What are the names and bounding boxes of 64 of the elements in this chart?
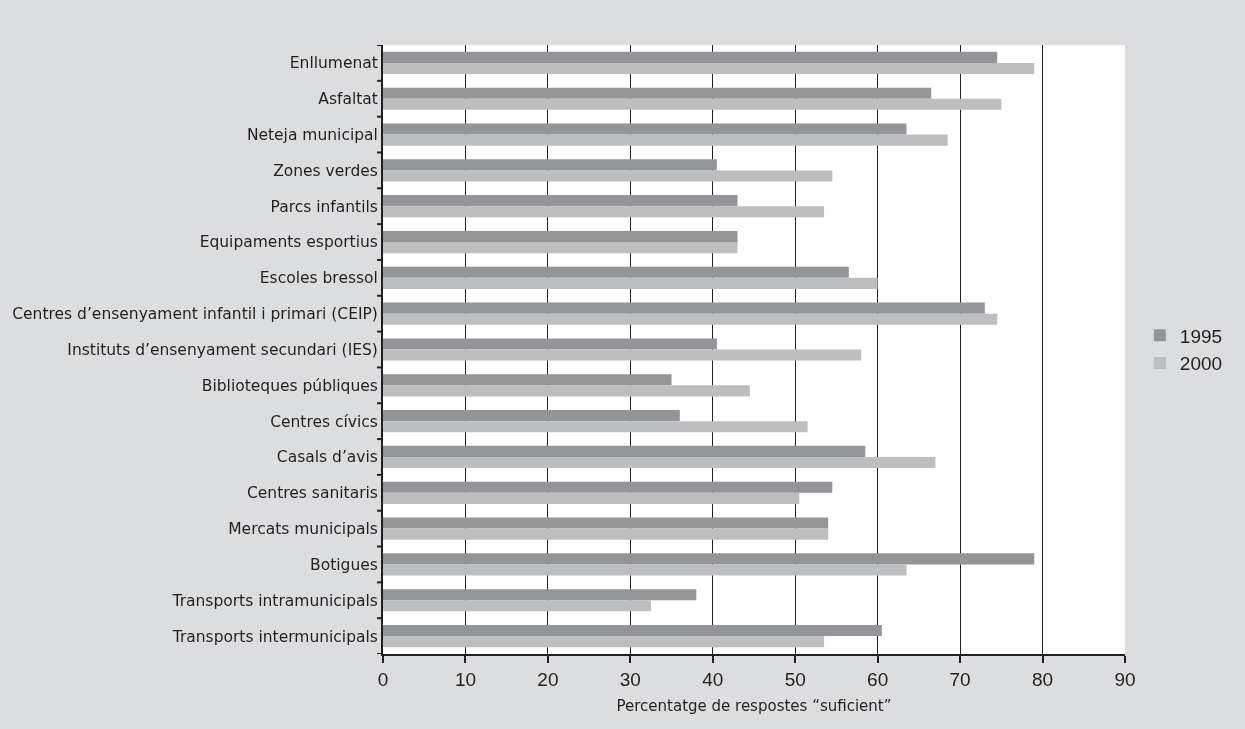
bar (383, 410, 680, 422)
legend-label: 1995 (1179, 325, 1223, 347)
bar (383, 170, 833, 182)
y-tick-label: Centres d’ensenyament infantil i primari (CEIP) (12, 305, 378, 324)
x-tick-label: 80 (1031, 668, 1054, 690)
y-tick-label: Mercats municipals (228, 520, 378, 539)
legend-label: 2000 (1179, 353, 1223, 375)
x-tick-label: 70 (949, 668, 971, 690)
x-tick-label: 90 (1114, 668, 1136, 690)
y-tick-label: Zones verdes (273, 161, 378, 180)
y-tick-label: Botigues (310, 555, 378, 574)
bar (383, 266, 849, 278)
x-tick-label: 60 (867, 668, 889, 690)
x-tick-label: 10 (454, 668, 477, 690)
bar (383, 385, 750, 397)
y-tick-label: Centres cívics (270, 412, 378, 431)
x-tick-label: 20 (537, 668, 559, 690)
bar (383, 445, 866, 457)
y-tick-label: Instituts d’ensenyament secundari (IES) (67, 340, 378, 359)
bar (383, 62, 1035, 75)
x-tick-label: 0 (377, 668, 389, 690)
x-axis-title: Percentatge de respostes “suficient” (616, 697, 892, 716)
bar (383, 338, 717, 350)
bar (383, 349, 862, 361)
x-tick-label: 30 (619, 668, 641, 690)
bar (383, 624, 882, 637)
y-tick-label: Centres sanitaris (247, 484, 378, 503)
bar (383, 87, 932, 99)
x-tick-label: 50 (784, 668, 806, 690)
bar (383, 456, 936, 469)
bar (383, 374, 672, 386)
x-tick-label: 40 (702, 668, 724, 690)
y-tick-label: Casals d’avis (276, 448, 378, 467)
y-tick-label: Escoles bressol (259, 269, 378, 288)
y-tick-label: Asfaltat (318, 90, 378, 109)
y-tick-label: Neteja municipal (246, 125, 378, 144)
bar (383, 481, 833, 493)
y-tick-label: Biblioteques públiques (201, 376, 378, 395)
bar (383, 564, 907, 576)
bar (383, 134, 948, 146)
bar (383, 421, 808, 433)
y-tick-label: Parcs infantils (270, 197, 378, 216)
bar (383, 600, 651, 612)
bar (383, 302, 985, 314)
bar (383, 636, 825, 648)
bar (383, 517, 829, 529)
bar (383, 492, 800, 504)
bar (383, 589, 697, 601)
bar (383, 123, 907, 135)
y-tick-label: Enllumenat (289, 54, 378, 73)
bar (383, 242, 738, 254)
bar (383, 195, 738, 207)
bar (383, 206, 825, 218)
bar (383, 528, 829, 540)
bar (383, 313, 998, 325)
bar (383, 553, 1035, 565)
bar (383, 277, 878, 289)
y-tick-label: Transports intramunicipals (171, 591, 378, 610)
bar (383, 51, 998, 63)
bar (383, 159, 717, 171)
y-tick-label: Transports intermunicipals (171, 627, 378, 646)
bar (383, 98, 1002, 110)
bar (383, 230, 738, 243)
y-tick-label: Equipaments esportius (199, 233, 378, 252)
